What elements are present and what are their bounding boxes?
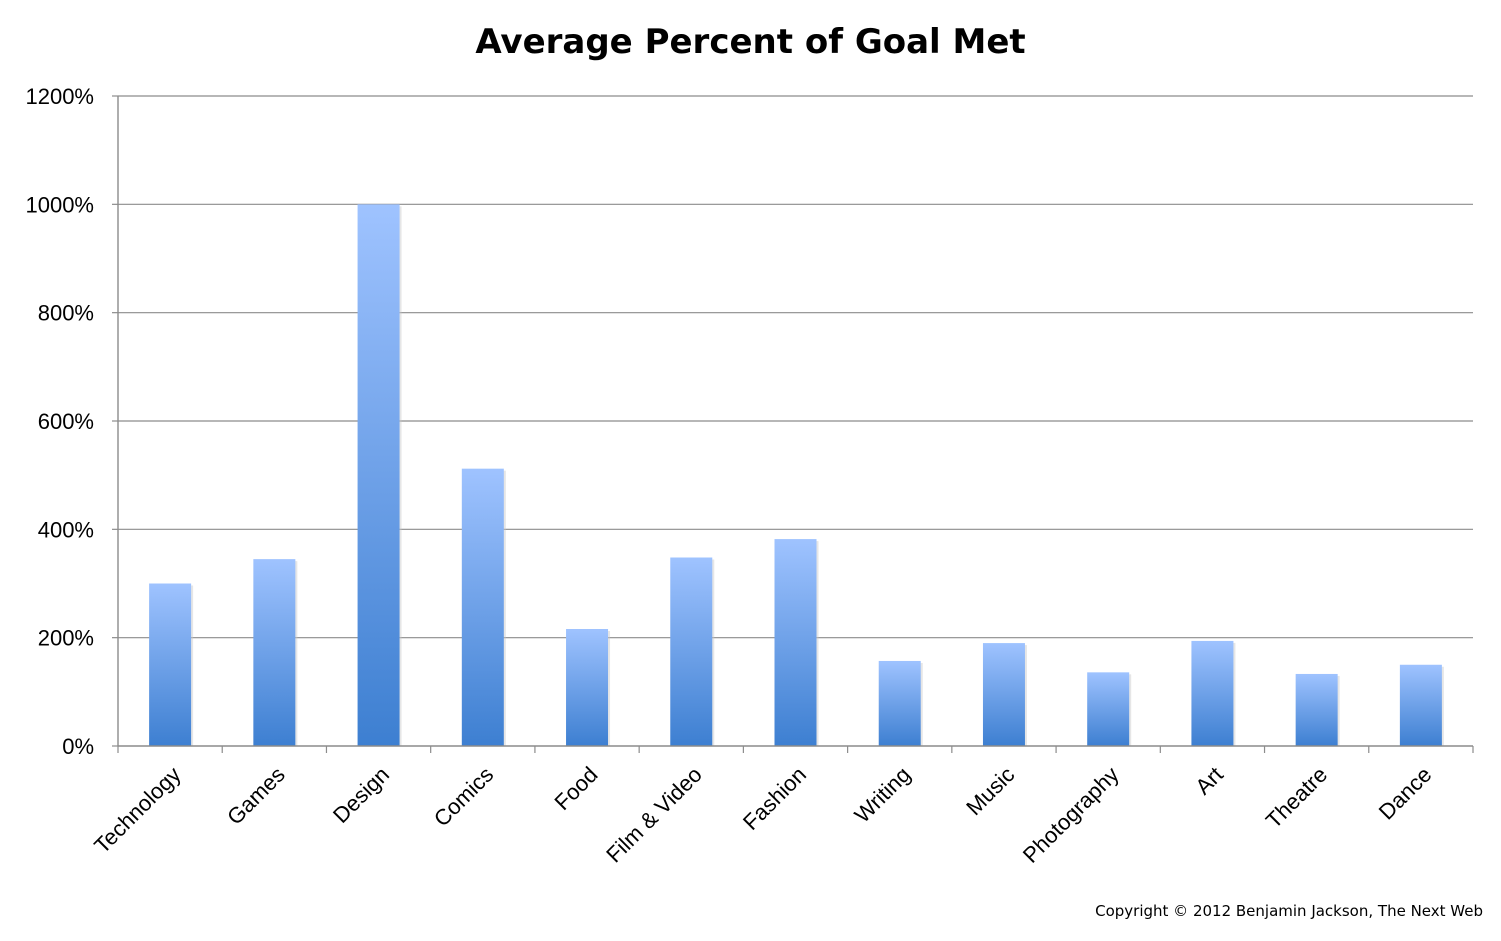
bar-games bbox=[253, 559, 296, 746]
x-tick-label: Fashion bbox=[738, 762, 811, 835]
x-tick-label: Theatre bbox=[1261, 762, 1332, 833]
bar-music bbox=[982, 643, 1025, 746]
y-tick-label: 1000% bbox=[25, 192, 94, 217]
x-tick-label: Games bbox=[222, 762, 290, 830]
x-tick-label: Music bbox=[961, 762, 1019, 820]
bar-food bbox=[566, 629, 609, 746]
x-tick-label: Photography bbox=[1018, 762, 1124, 868]
y-tick-label: 200% bbox=[38, 626, 94, 651]
bar-dance bbox=[1399, 664, 1442, 746]
y-tick-label: 0% bbox=[62, 734, 94, 759]
y-tick-label: 600% bbox=[38, 409, 94, 434]
x-tick-label: Technology bbox=[89, 762, 185, 858]
x-tick-label: Food bbox=[549, 762, 602, 815]
bar-comics bbox=[461, 468, 504, 746]
y-tick-labels: 0% 200% 400% 600% 800% 1000% 1200% bbox=[25, 84, 94, 759]
x-tick-label: Art bbox=[1190, 762, 1228, 800]
bar-film-video bbox=[670, 557, 713, 746]
bar-art bbox=[1191, 640, 1234, 746]
x-tick-label: Design bbox=[328, 762, 394, 828]
bar-fashion bbox=[774, 539, 817, 746]
axes bbox=[117, 96, 1474, 753]
bar-writing bbox=[878, 660, 921, 746]
x-tick-label: Film & Video bbox=[601, 762, 707, 868]
y-tick-label: 1200% bbox=[25, 84, 94, 109]
bars bbox=[149, 204, 1444, 747]
bar-theatre bbox=[1295, 673, 1338, 746]
x-tick-label: Dance bbox=[1374, 762, 1437, 825]
x-tick-label: Writing bbox=[849, 762, 915, 828]
bar-technology bbox=[149, 583, 192, 746]
bar-photography bbox=[1087, 672, 1130, 746]
copyright-note: Copyright © 2012 Benjamin Jackson, The N… bbox=[1095, 902, 1483, 920]
y-tick-label: 400% bbox=[38, 517, 94, 542]
bar-design bbox=[357, 204, 400, 747]
y-tick-label: 800% bbox=[38, 301, 94, 326]
x-tick-label: Comics bbox=[429, 762, 499, 832]
chart-title: Average Percent of Goal Met bbox=[475, 22, 1026, 62]
